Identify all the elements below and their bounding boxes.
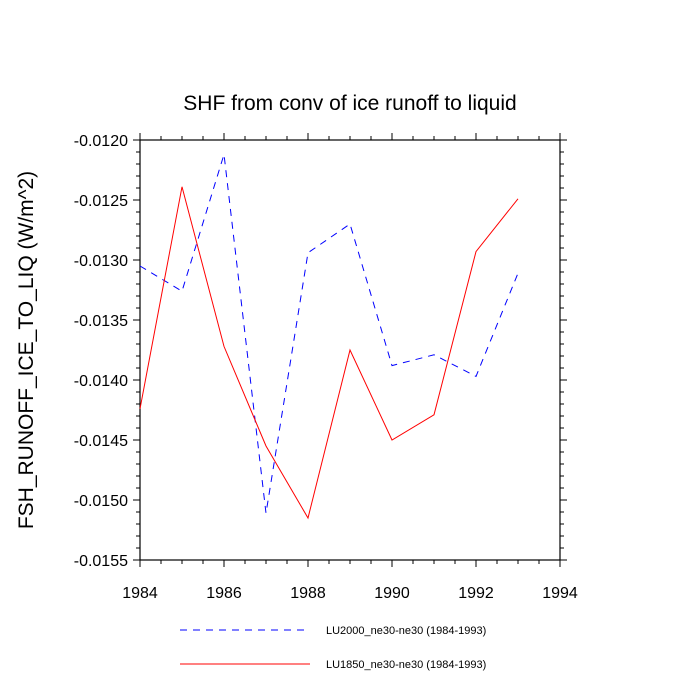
y-axis-label: FSH_RUNOFF_ICE_TO_LIQ (W/m^2) (15, 171, 38, 529)
series-line-1 (139, 154, 519, 514)
x-tick-label: 1984 (122, 585, 158, 602)
x-tick-label: 1990 (374, 585, 410, 602)
y-tick-label: -0.0130 (74, 253, 128, 270)
y-tick-label: -0.0145 (74, 433, 128, 450)
x-tick-label: 1988 (290, 585, 326, 602)
x-tick-label: 1992 (458, 585, 494, 602)
chart-title: SHF from conv of ice runoff to liquid (183, 92, 516, 115)
y-tick-label: -0.0135 (74, 313, 128, 330)
x-tick-label: 1986 (206, 585, 242, 602)
legend-label-2: LU1850_ne30-ne30 (1984-1993) (326, 659, 486, 671)
legend-label-1: LU2000_ne30-ne30 (1984-1993) (326, 625, 486, 637)
axis-ticks (133, 133, 567, 567)
y-tick-label: -0.0120 (74, 133, 128, 150)
y-tick-label: -0.0125 (74, 193, 128, 210)
legend: LU2000_ne30-ne30 (1984-1993) LU1850_ne30-… (180, 625, 486, 671)
series-line-2 (139, 186, 519, 520)
y-tick-label: -0.0150 (74, 493, 128, 510)
series-lines (139, 154, 519, 520)
tick-labels: 1984 1986 1988 1990 1992 1994 -0.0120 -0.0125 -0… (74, 133, 578, 602)
y-tick-label: -0.0140 (74, 373, 128, 390)
x-tick-label: 1994 (542, 585, 578, 602)
y-tick-label: -0.0155 (74, 553, 128, 570)
